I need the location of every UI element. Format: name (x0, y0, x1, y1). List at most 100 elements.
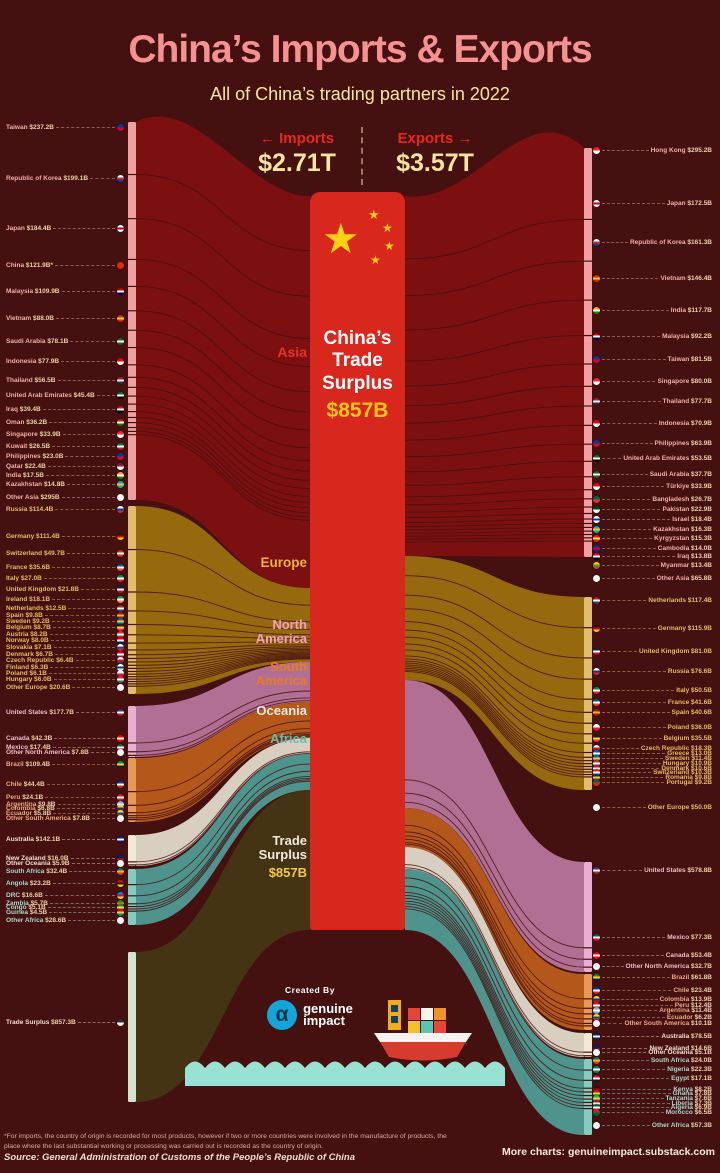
flow-separator (135, 770, 311, 897)
country-row: Spain $40.6B (593, 708, 712, 717)
country-flag-icon (593, 1066, 600, 1073)
country-flag-icon (593, 625, 600, 632)
leader-line (602, 966, 624, 967)
country-flag-icon (593, 1086, 600, 1093)
flow-separator (135, 650, 311, 666)
country-value: $9.2B (32, 618, 50, 625)
country-value: $5.9B (52, 860, 70, 867)
leader-line (70, 341, 115, 342)
country-row: Other Oceania $5.1B (593, 1048, 712, 1057)
leader-line (602, 359, 666, 360)
country-row: Spain $9.8B (6, 611, 124, 620)
country-flag-icon (117, 575, 124, 582)
country-flag-icon (593, 1049, 600, 1056)
leader-line (602, 423, 657, 424)
country-value: $115.9B (687, 625, 712, 632)
country-label: Mexico $17.4B (6, 744, 51, 751)
country-value: $78.1B (47, 338, 69, 345)
flow-separator (135, 218, 311, 297)
flow-separator (404, 526, 585, 531)
group-label-south-america: South America (255, 659, 307, 689)
country-flag-icon (593, 440, 600, 447)
leader-line (44, 615, 115, 616)
country-row: Thailand $56.5B (6, 376, 124, 385)
country-value: $28.6B (45, 917, 67, 924)
country-flag-icon (117, 781, 124, 788)
country-flag-icon (593, 1100, 600, 1107)
country-value: $111.4B (36, 533, 60, 540)
trade-surplus-title-line: Surplus (322, 372, 393, 394)
country-flag-icon (117, 1019, 124, 1026)
country-label: Saudi Arabia $37.7B (649, 471, 712, 478)
country-flag-icon (117, 453, 124, 460)
leader-line (52, 747, 115, 748)
country-value: $18.3B (691, 745, 712, 752)
country-row: Iraq $39.4B (6, 405, 124, 414)
country-flag-icon (593, 750, 600, 757)
source-text: Source: General Administration of Custom… (4, 1152, 356, 1163)
country-value: $24.1B (22, 794, 44, 801)
leader-line (602, 336, 661, 337)
flow-separator (404, 900, 585, 1100)
country-row: Czech Republic $6.4B (6, 656, 124, 665)
country-flag-icon (593, 496, 600, 503)
flow-separator (135, 728, 311, 806)
flow-separator (404, 885, 585, 1081)
flow-separator (135, 434, 311, 521)
country-flag-icon (117, 124, 124, 131)
flow-right-europe (405, 556, 584, 790)
country-row: Italy $50.5B (593, 686, 712, 695)
flow-separator (404, 594, 585, 659)
leader-line (61, 497, 115, 498)
country-flag-icon (593, 769, 600, 776)
country-value: $5.8B (33, 810, 52, 817)
country-label: Angola $23.2B (6, 880, 51, 887)
leader-line (602, 753, 666, 754)
flow-separator (135, 779, 311, 910)
country-value: $18.4B (691, 516, 712, 523)
leader-line (602, 556, 676, 557)
country-row: Kyrgyzstan $15.3B (593, 534, 712, 543)
country-row: Philippines $23.0B (6, 452, 124, 461)
country-flag-icon (117, 805, 124, 812)
flow-separator (135, 422, 311, 509)
country-row: Romania $9.8B (593, 773, 712, 782)
country-value: $45.4B (73, 392, 95, 399)
country-flag-icon (593, 1002, 600, 1009)
country-flag-icon (593, 147, 600, 154)
country-label: Taiwan $81.5B (667, 356, 712, 363)
country-row: Canada $42.3B (6, 734, 124, 743)
leader-line (602, 565, 659, 566)
country-value: $27.0B (20, 575, 42, 582)
country-flag-icon (593, 760, 600, 767)
flow-separator (404, 824, 585, 1000)
country-label: Singapore $33.9B (6, 431, 61, 438)
flow-separator (135, 285, 311, 367)
country-flag-icon (117, 892, 124, 899)
country-flag-icon (593, 974, 600, 981)
country-row: Portugal $9.2B (593, 778, 712, 787)
flow-left-asia (136, 116, 310, 588)
group-label-trade-surplus-value: $857B (268, 865, 307, 881)
country-flag-icon (117, 612, 124, 619)
country-flag-icon (593, 1014, 600, 1021)
flow-separator (135, 751, 311, 863)
country-row: Italy $27.0B (6, 574, 124, 583)
country-label: Austria $8.2B (6, 631, 48, 638)
leader-line (71, 863, 115, 864)
country-flag-icon (117, 909, 124, 916)
country-value: $53.4B (691, 952, 712, 959)
country-label: Portugal $9.2B (666, 779, 712, 786)
country-label: Hungary $10.9B (662, 760, 712, 767)
flow-separator (135, 777, 311, 908)
country-flag-icon (593, 483, 600, 490)
country-value: $17.1B (691, 1075, 712, 1082)
country-flag-icon (593, 526, 600, 533)
country-value: $23.2B (29, 880, 51, 887)
country-label: Guinea $4.5B (6, 909, 48, 916)
leader-line (69, 871, 115, 872)
leader-line (49, 634, 115, 635)
country-row: Other Africa $28.6B (6, 916, 124, 925)
country-flag-icon (593, 506, 600, 513)
